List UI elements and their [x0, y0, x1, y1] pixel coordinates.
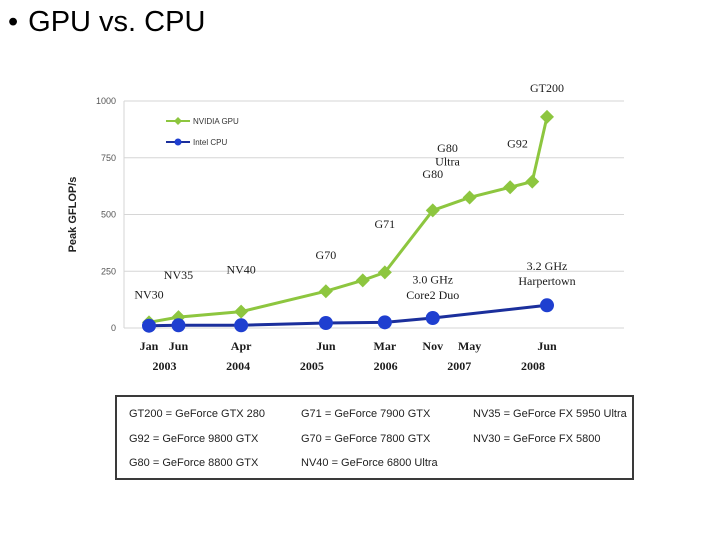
data-point-gpu	[234, 304, 249, 319]
y-tick-label: 0	[111, 323, 116, 333]
y-tick-label: 750	[101, 153, 116, 163]
gpu-cpu-chart: 0 250 500 750 1000 Peak GFLOP/s NVIDIA GPU Inte…	[67, 81, 624, 373]
legend-cell: NV40 = GeForce 6800 Ultra	[301, 457, 438, 469]
data-point-cpu	[377, 315, 392, 330]
data-point-gpu	[318, 284, 333, 299]
legend-cell: NV35 = GeForce FX 5950 Ultra	[473, 408, 627, 420]
x-month-label: Mar	[374, 339, 397, 353]
y-tick-label: 1000	[96, 96, 116, 106]
series-line	[148, 116, 549, 324]
point-annotation: 3.0 GHz	[412, 273, 453, 287]
x-month-label: Jun	[316, 339, 336, 353]
legend-label: Intel CPU	[193, 138, 227, 147]
data-point-gpu	[525, 174, 540, 189]
y-axis-label: Peak GFLOP/s	[67, 177, 79, 253]
x-month-label: Jun	[537, 339, 557, 353]
x-month-label: May	[458, 339, 481, 353]
point-annotation: NV40	[226, 263, 255, 277]
x-year-label: 2007	[447, 359, 471, 373]
data-point-cpu	[540, 298, 554, 313]
legend-label: NVIDIA GPU	[193, 117, 239, 126]
x-year-label: 2005	[300, 359, 324, 373]
y-tick-label: 500	[101, 210, 116, 220]
point-annotation: NV30	[134, 287, 163, 301]
data-point-cpu	[425, 311, 440, 326]
point-annotation: G70	[316, 248, 337, 262]
x-month-label: Apr	[231, 339, 252, 353]
data-point-cpu	[171, 318, 186, 333]
data-point-gpu	[355, 273, 370, 288]
point-annotation: G80	[422, 167, 443, 181]
point-annotation: G71	[375, 217, 396, 231]
point-annotation: Harpertown	[518, 274, 575, 288]
point-annotation: G92	[507, 137, 528, 151]
legend-marker	[174, 117, 182, 125]
x-month-label: Jan	[140, 339, 159, 353]
data-point-gpu	[540, 109, 554, 124]
legend-cell: GT200 = GeForce GTX 280	[129, 408, 266, 420]
slide-title: • GPU vs. CPU	[8, 6, 205, 39]
point-annotation: Core2 Duo	[406, 288, 459, 302]
model-legend-table: GT200 = GeForce GTX 280 G71 = GeForce 79…	[115, 395, 634, 480]
legend-cell: G71 = GeForce 7900 GTX	[301, 408, 431, 420]
x-month-label: Nov	[422, 339, 443, 353]
x-year-label: 2008	[521, 359, 545, 373]
point-annotation: GT200	[530, 81, 564, 95]
data-point-gpu	[425, 203, 440, 218]
data-point-gpu	[503, 180, 518, 195]
data-point-cpu	[318, 316, 333, 331]
legend-cell: NV30 = GeForce FX 5800	[473, 433, 601, 445]
x-month-label: Jun	[169, 339, 189, 353]
bullet: •	[8, 6, 19, 38]
legend-cell: G92 = GeForce 9800 GTX	[129, 433, 259, 445]
x-year-label: 2006	[374, 359, 398, 373]
point-annotation: Ultra	[435, 155, 460, 169]
data-point-cpu	[142, 318, 156, 333]
legend-cell: G80 = GeForce 8800 GTX	[129, 457, 259, 469]
point-annotation: 3.2 GHz	[527, 259, 568, 273]
point-annotation: NV35	[164, 268, 193, 282]
x-year-label: 2004	[226, 359, 250, 373]
title-text: GPU vs. CPU	[28, 6, 206, 38]
x-year-label: 2003	[152, 359, 176, 373]
legend-cell: G70 = GeForce 7800 GTX	[301, 433, 431, 445]
y-tick-label: 250	[101, 266, 116, 276]
data-point-gpu	[462, 190, 477, 205]
legend-marker	[174, 138, 182, 146]
data-point-cpu	[234, 318, 249, 333]
point-annotation: G80	[437, 141, 458, 155]
data-point-gpu	[377, 265, 392, 280]
